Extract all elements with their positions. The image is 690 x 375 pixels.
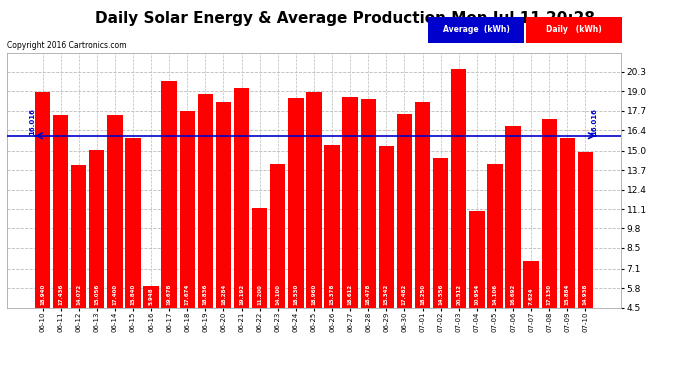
Bar (34, 92, 50, 308)
Text: Daily   (kWh): Daily (kWh) (546, 26, 602, 34)
Bar (487, 164, 502, 308)
Text: 14.938: 14.938 (583, 284, 588, 305)
Bar (107, 115, 123, 308)
Bar (234, 88, 249, 308)
Text: 5.948: 5.948 (148, 288, 154, 305)
Text: 17.130: 17.130 (546, 284, 552, 305)
Text: 17.436: 17.436 (58, 284, 63, 305)
Text: 10.954: 10.954 (474, 284, 480, 305)
Bar (197, 94, 213, 308)
Bar (361, 99, 376, 308)
Text: Daily Solar Energy & Average Production Mon Jul 11 20:28: Daily Solar Energy & Average Production … (95, 11, 595, 26)
Text: 18.250: 18.250 (420, 284, 425, 305)
Bar (379, 146, 394, 308)
Bar (578, 152, 593, 308)
Text: 18.940: 18.940 (40, 284, 45, 305)
Text: 14.072: 14.072 (76, 284, 81, 305)
Bar (505, 126, 521, 308)
Bar (89, 150, 104, 308)
Text: 20.512: 20.512 (456, 284, 461, 305)
Bar (451, 69, 466, 308)
Text: 18.960: 18.960 (311, 284, 317, 305)
Text: 7.624: 7.624 (529, 288, 533, 305)
Text: 17.400: 17.400 (112, 284, 117, 305)
Bar (53, 115, 68, 308)
Text: 17.674: 17.674 (185, 284, 190, 305)
Text: 15.342: 15.342 (384, 284, 389, 305)
Bar (161, 81, 177, 308)
Bar (179, 111, 195, 308)
Bar (524, 261, 539, 308)
Text: 16.692: 16.692 (511, 284, 515, 305)
Bar (469, 211, 484, 308)
Text: 15.378: 15.378 (330, 284, 335, 305)
Bar (433, 158, 448, 308)
Text: 18.836: 18.836 (203, 284, 208, 305)
Text: 15.056: 15.056 (95, 284, 99, 305)
Bar (342, 97, 358, 308)
Text: 19.192: 19.192 (239, 284, 244, 305)
Text: 18.530: 18.530 (293, 284, 298, 305)
Text: 15.884: 15.884 (565, 284, 570, 305)
Text: 15.840: 15.840 (130, 284, 135, 305)
Bar (306, 92, 322, 308)
Text: 14.100: 14.100 (275, 284, 280, 305)
Bar (216, 102, 231, 308)
Bar (252, 208, 267, 308)
Bar (397, 114, 412, 308)
Text: 18.478: 18.478 (366, 284, 371, 305)
Text: 16.016: 16.016 (591, 108, 598, 135)
Text: 16.016: 16.016 (30, 108, 36, 135)
Text: 11.200: 11.200 (257, 284, 262, 305)
Bar (126, 138, 141, 308)
Text: 14.106: 14.106 (493, 284, 497, 305)
Text: Copyright 2016 Cartronics.com: Copyright 2016 Cartronics.com (7, 41, 126, 50)
Bar (415, 102, 431, 308)
Text: Average  (kWh): Average (kWh) (443, 26, 509, 34)
Bar (270, 164, 286, 308)
Bar (288, 98, 304, 308)
Text: 14.556: 14.556 (438, 284, 443, 305)
Text: 17.482: 17.482 (402, 284, 407, 305)
Bar (542, 119, 557, 308)
Text: 19.678: 19.678 (167, 284, 172, 305)
Text: 18.612: 18.612 (348, 284, 353, 305)
Bar (560, 138, 575, 308)
Text: 18.284: 18.284 (221, 284, 226, 305)
Bar (144, 286, 159, 308)
Bar (71, 165, 86, 308)
Bar (324, 145, 339, 308)
